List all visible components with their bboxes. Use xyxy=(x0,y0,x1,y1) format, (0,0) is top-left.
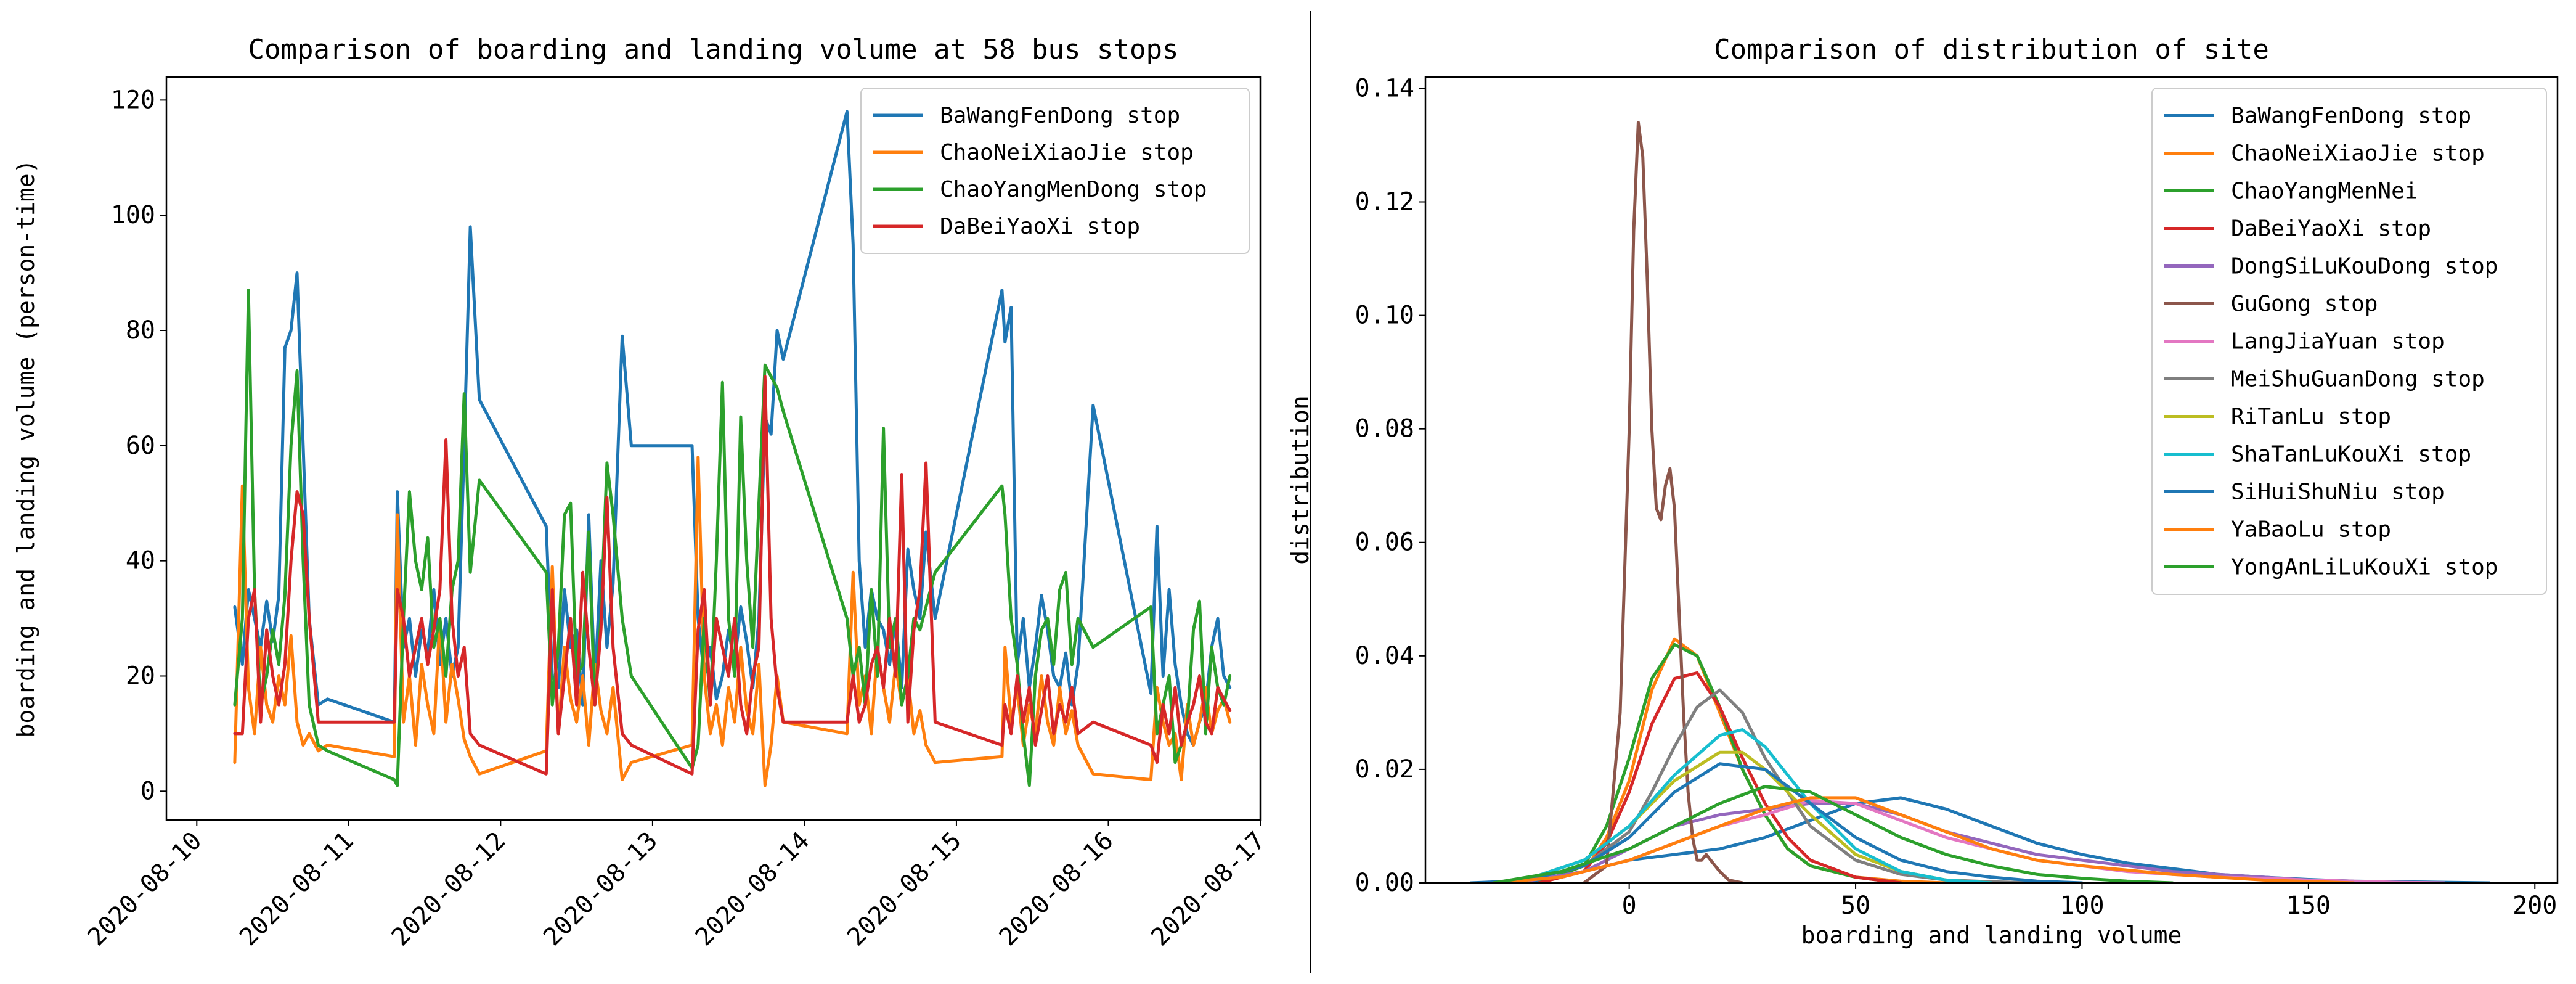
legend-label-2: ChaoNeiXiaoJie stop xyxy=(2231,141,2485,166)
x-axis-label: boarding and landing volume xyxy=(1801,922,2182,949)
legend-box xyxy=(2151,88,2547,595)
y-tick-label: 0.06 xyxy=(1355,528,1414,557)
legend-label-4: DaBeiYaoXi stop xyxy=(940,214,1140,239)
x-tick-label: 2020-08-13 xyxy=(538,827,663,952)
y-tick-label: 100 xyxy=(111,201,155,229)
y-tick-label: 0.08 xyxy=(1355,415,1414,443)
series-line-10 xyxy=(1514,728,1993,883)
axes-frame xyxy=(1424,76,2559,884)
legend-label-6: GuGong stop xyxy=(2231,292,2378,317)
chart-title: Comparison of boarding and landing volum… xyxy=(248,34,1179,65)
y-tick-label: 120 xyxy=(111,86,155,114)
x-tick-label: 2020-08-16 xyxy=(994,827,1119,952)
y-tick-label: 0.14 xyxy=(1355,74,1414,102)
y-tick-label: 0.02 xyxy=(1355,755,1414,784)
legend-label-3: ChaoYangMenDong stop xyxy=(940,177,1207,202)
x-tick-label: 2020-08-10 xyxy=(83,827,208,952)
legend-label-3: ChaoYangMenNei xyxy=(2231,179,2418,204)
y-tick-label: 0.12 xyxy=(1355,187,1414,216)
y-tick-label: 20 xyxy=(126,662,155,690)
y-axis-label: distribution xyxy=(1287,395,1314,565)
chart-title: Comparison of distribution of site xyxy=(1714,34,2269,65)
series-line-13 xyxy=(1491,785,2174,883)
series-line-6 xyxy=(1582,121,1744,883)
x-tick-label: 100 xyxy=(2060,892,2104,920)
legend-label-9: RiTanLu stop xyxy=(2231,404,2391,430)
y-tick-label: 0 xyxy=(141,777,155,805)
y-tick-label: 0.00 xyxy=(1355,869,1414,897)
legend-label-2: ChaoNeiXiaoJie stop xyxy=(940,140,1194,165)
legend-label-13: YongAnLiLuKouXi stop xyxy=(2231,555,2498,580)
plot-area xyxy=(1469,121,2492,883)
y-tick-label: 60 xyxy=(126,432,155,460)
x-tick-label: 2020-08-14 xyxy=(690,827,815,952)
series-line-11 xyxy=(1514,762,2084,883)
legend-label-8: MeiShuGuanDong stop xyxy=(2231,367,2485,392)
legend-label-11: SiHuiShuNiu stop xyxy=(2231,480,2445,505)
legend-label-5: DongSiLuKouDong stop xyxy=(2231,254,2498,279)
x-tick-label: 200 xyxy=(2513,892,2557,920)
axes-frame xyxy=(165,76,1262,821)
y-tick-label: 0.10 xyxy=(1355,301,1414,330)
y-tick-label: 0.04 xyxy=(1355,642,1414,670)
x-tick-label: 0 xyxy=(1622,892,1637,920)
x-tick-label: 50 xyxy=(1841,892,1870,920)
legend-label-10: ShaTanLuKouXi stop xyxy=(2231,442,2471,467)
x-tick-label: 2020-08-15 xyxy=(842,827,967,952)
x-tick-label: 2020-08-11 xyxy=(234,827,359,952)
legend-box xyxy=(860,88,1250,254)
legend-label-1: BaWangFenDong stop xyxy=(940,103,1180,128)
series-line-4 xyxy=(233,375,1232,776)
y-tick-label: 80 xyxy=(126,316,155,345)
distribution-density-chart: Comparison of distribution of site 0.00 0.… xyxy=(1287,34,2559,949)
legend-label-1: BaWangFenDong stop xyxy=(2231,104,2471,129)
x-tick-label: 2020-08-17 xyxy=(1146,827,1271,952)
y-tick-label: 40 xyxy=(126,547,155,575)
y-axis-label: boarding and landing volume (person-time… xyxy=(12,160,39,738)
legend-label-12: YaBaoLu stop xyxy=(2231,517,2391,543)
series-line-3 xyxy=(233,289,1232,787)
x-tick-label: 150 xyxy=(2286,892,2331,920)
plot-area xyxy=(233,110,1232,787)
series-line-12 xyxy=(1491,796,2355,883)
series-line-2 xyxy=(233,456,1232,787)
boarding-volume-line-chart: Comparison of boarding and landing volum… xyxy=(12,34,1271,951)
legend-label-7: LangJiaYuan stop xyxy=(2231,329,2445,355)
legend-label-4: DaBeiYaoXi stop xyxy=(2231,216,2431,242)
x-tick-label: 2020-08-12 xyxy=(386,827,512,952)
